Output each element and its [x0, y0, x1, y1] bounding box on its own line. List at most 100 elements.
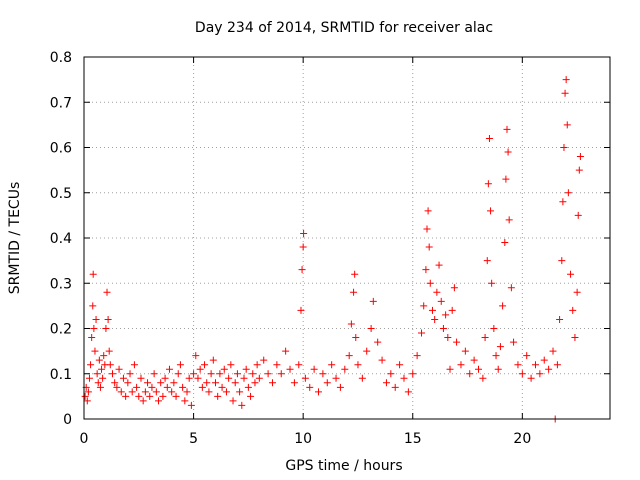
y-tick-label: 0.8 — [50, 50, 72, 66]
data-point — [571, 334, 579, 342]
data-point — [545, 365, 553, 373]
data-point — [315, 388, 323, 396]
data-point — [531, 361, 539, 369]
data-point — [496, 343, 504, 351]
y-tick-label: 0 — [63, 412, 72, 428]
data-point — [227, 361, 235, 369]
data-point — [553, 361, 561, 369]
chart-title: Day 234 of 2014, SRMTID for receiver ala… — [195, 20, 493, 36]
data-point — [104, 315, 112, 323]
data-point — [470, 356, 478, 364]
data-point — [139, 397, 147, 405]
data-point — [133, 383, 141, 391]
data-point — [117, 388, 125, 396]
data-point — [536, 370, 544, 378]
data-point — [558, 257, 566, 265]
y-axis-ticks: 0 0.1 0.2 0.3 0.4 0.5 0.6 0.7 0.8 — [50, 50, 610, 428]
data-point — [89, 270, 97, 278]
data-point — [84, 388, 92, 396]
data-point — [218, 383, 226, 391]
data-point — [196, 365, 204, 373]
data-point — [564, 189, 572, 197]
data-point — [240, 374, 248, 382]
data-point — [203, 379, 211, 387]
x-axis-ticks: 0 5 10 15 20 — [80, 57, 531, 447]
data-point — [150, 370, 158, 378]
data-point — [352, 334, 360, 342]
y-tick-label: 0.1 — [50, 367, 72, 383]
data-point — [502, 175, 510, 183]
data-point — [424, 207, 432, 215]
data-point — [231, 379, 239, 387]
data-point — [310, 365, 318, 373]
x-tick-label: 10 — [294, 431, 312, 447]
data-point — [492, 352, 500, 360]
data-point — [220, 365, 228, 373]
data-point — [157, 379, 165, 387]
data-point — [336, 383, 344, 391]
data-point — [238, 401, 246, 409]
data-point — [448, 306, 456, 314]
data-point — [561, 89, 569, 97]
data-point — [425, 243, 433, 251]
data-point — [102, 325, 110, 332]
data-point — [457, 361, 465, 369]
data-point — [181, 397, 189, 405]
y-tick-label: 0.6 — [50, 141, 72, 157]
data-point — [323, 379, 331, 387]
data-point — [251, 379, 259, 387]
data-point — [119, 374, 127, 382]
data-point — [435, 261, 443, 269]
data-point — [159, 392, 167, 400]
data-point — [192, 352, 200, 360]
data-point — [295, 361, 303, 369]
data-point — [260, 356, 268, 364]
data-point — [255, 374, 263, 382]
data-point — [400, 374, 408, 382]
data-point — [92, 315, 100, 323]
data-point — [450, 284, 458, 292]
data-point — [306, 383, 314, 391]
data-point — [216, 370, 224, 378]
data-point — [209, 356, 217, 364]
data-point — [418, 329, 426, 337]
data-point — [89, 302, 97, 310]
data-point — [453, 338, 461, 346]
data-point — [503, 125, 511, 133]
data-point — [466, 370, 474, 378]
data-point — [527, 374, 535, 382]
data-point — [431, 315, 439, 323]
data-point — [549, 347, 557, 355]
data-point — [155, 397, 163, 405]
data-point — [244, 383, 252, 391]
data-point — [319, 370, 327, 378]
data-point — [328, 361, 336, 369]
data-point — [345, 352, 353, 360]
data-point — [490, 325, 498, 332]
data-point — [170, 379, 178, 387]
data-point — [494, 365, 502, 373]
data-point — [396, 361, 404, 369]
data-point — [207, 370, 215, 378]
data-point — [212, 379, 219, 387]
grid-lines — [84, 57, 610, 419]
data-point — [514, 361, 522, 369]
data-point — [91, 347, 99, 355]
data-point — [152, 388, 160, 396]
data-point — [423, 225, 431, 233]
plot-frame — [83, 56, 611, 420]
data-point — [446, 365, 454, 373]
data-point — [201, 361, 209, 369]
data-point — [301, 374, 309, 382]
data-point — [277, 370, 285, 378]
data-point — [187, 401, 195, 409]
data-point — [444, 334, 452, 342]
data-point — [176, 361, 184, 369]
data-point — [233, 370, 241, 378]
data-point — [391, 383, 399, 391]
data-point — [510, 338, 518, 346]
data-point — [433, 288, 441, 296]
data-point — [483, 257, 491, 265]
data-point — [573, 288, 581, 296]
y-tick-label: 0.3 — [50, 276, 72, 292]
